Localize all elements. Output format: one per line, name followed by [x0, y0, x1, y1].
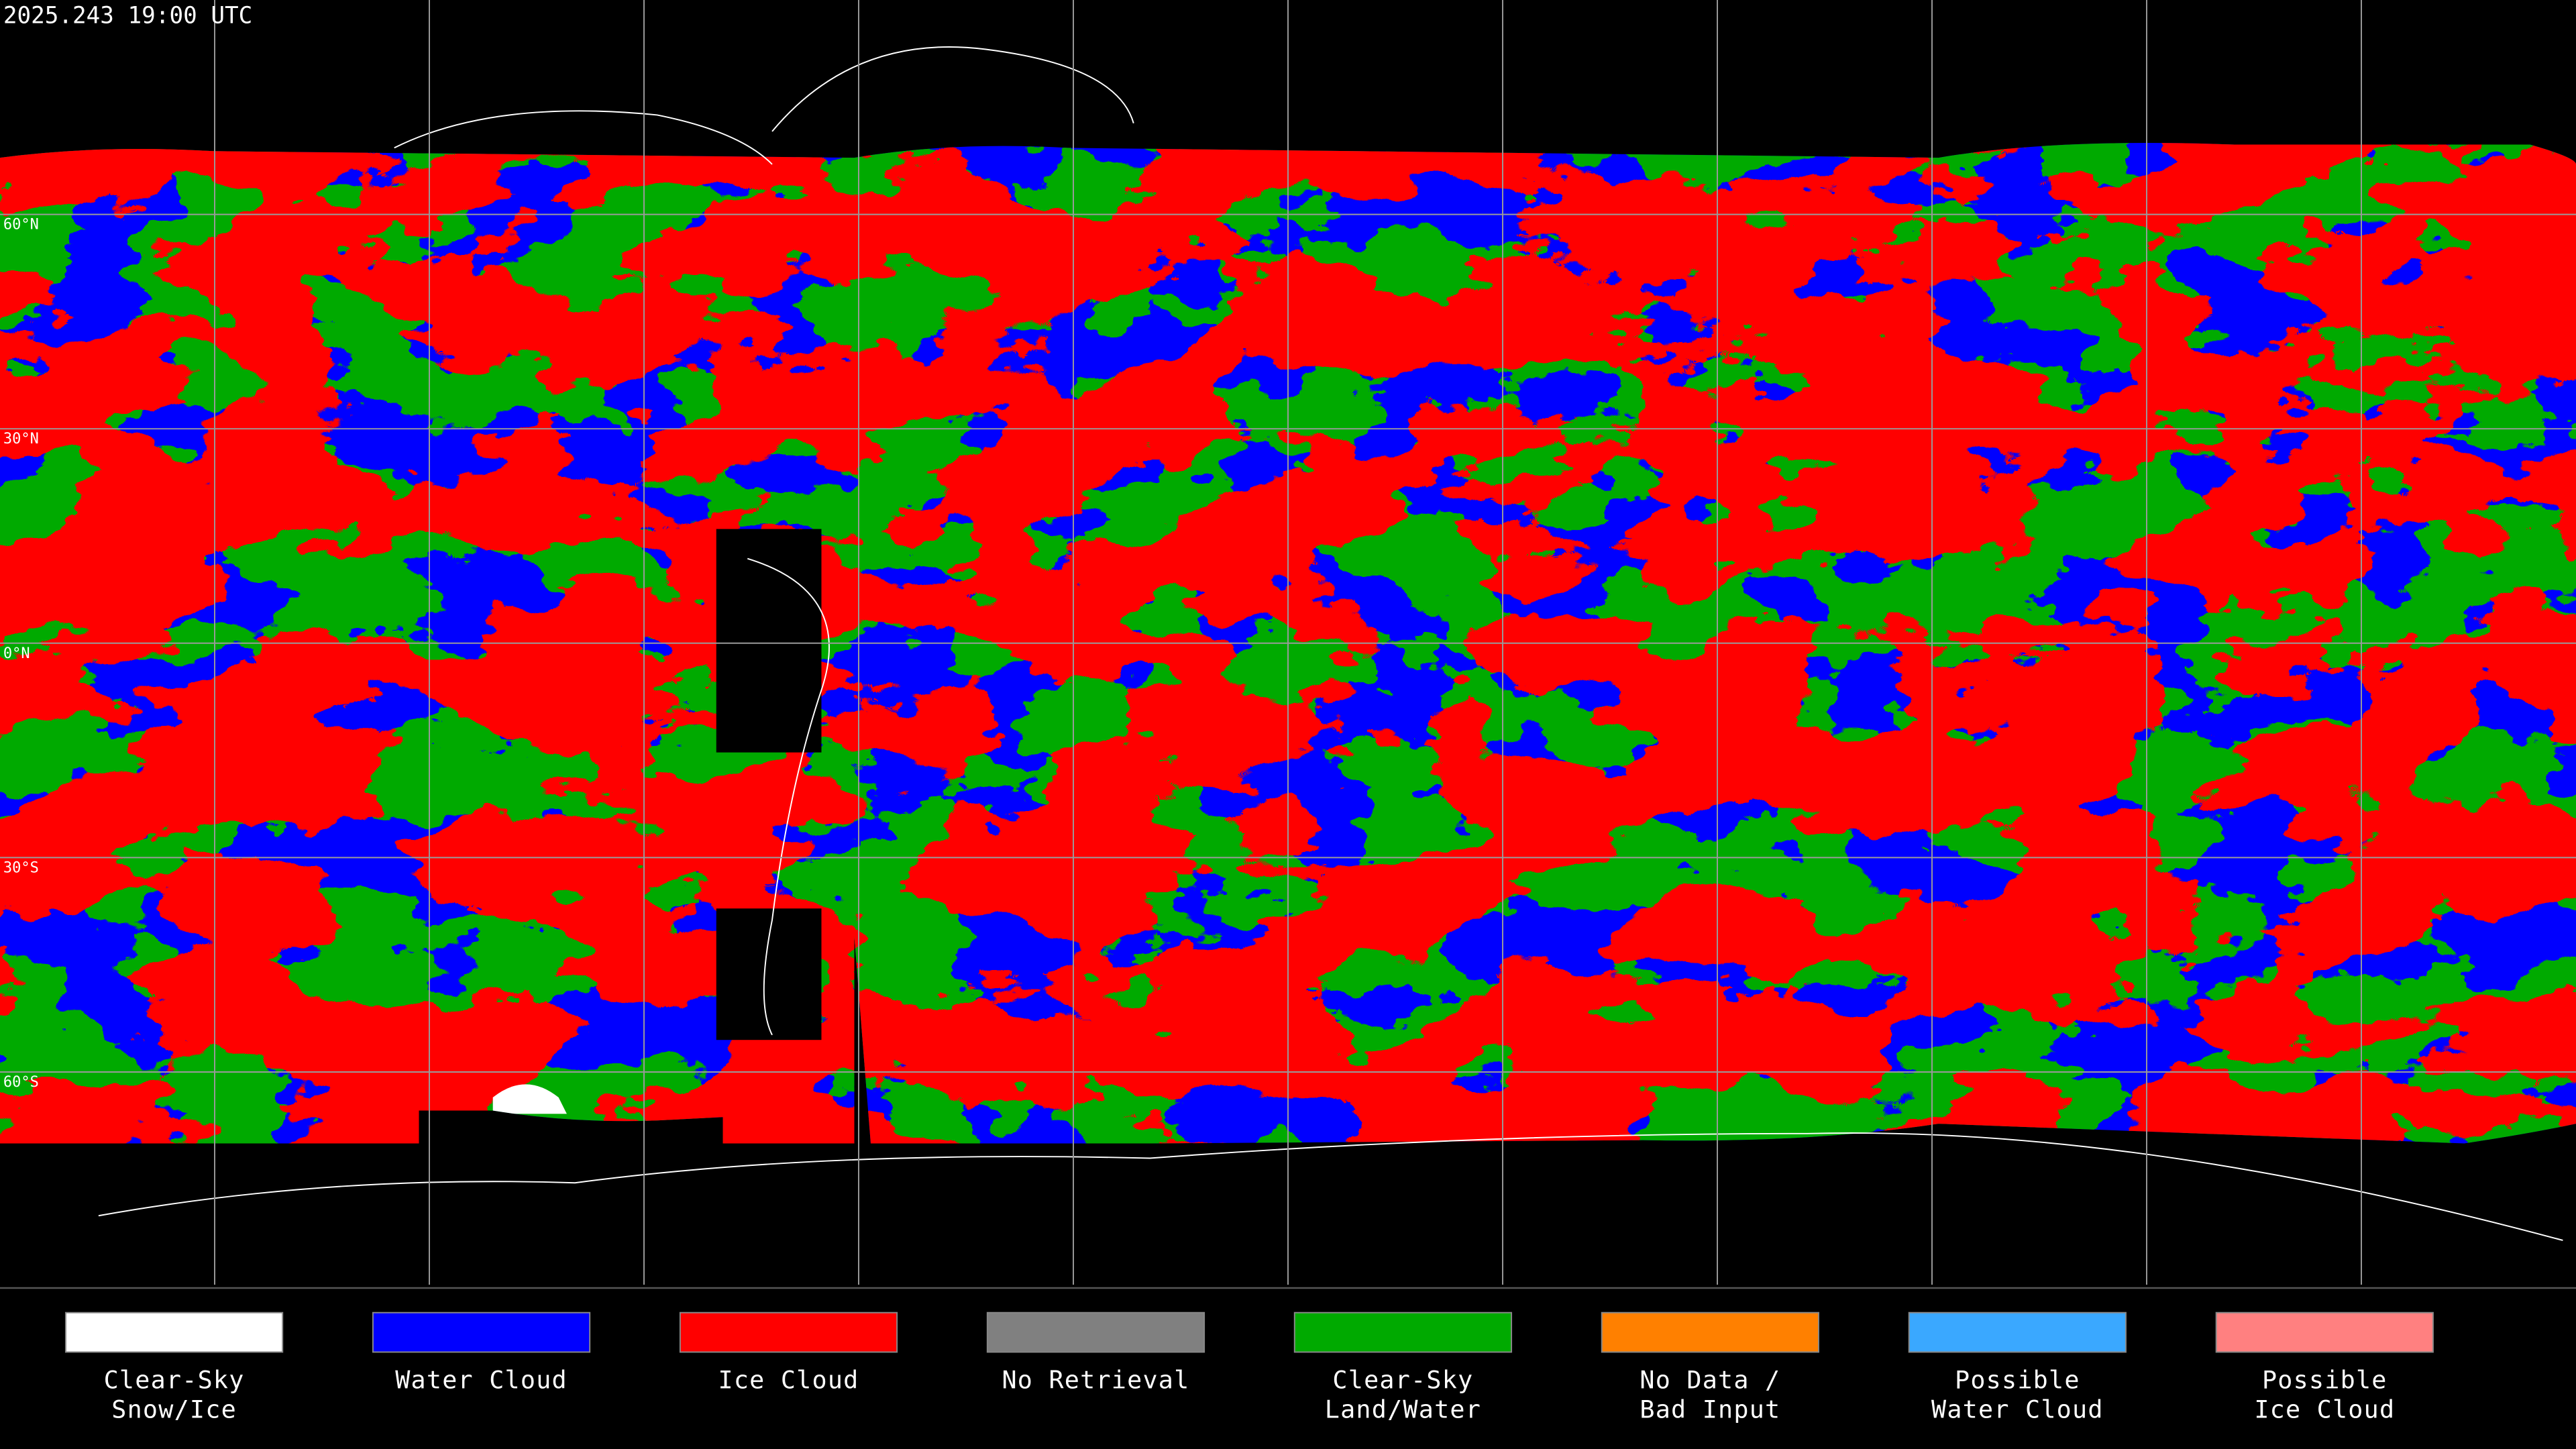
graticule [0, 0, 2576, 1285]
snow-ice-patch [492, 1084, 567, 1114]
legend-swatch [64, 1311, 284, 1353]
coastline-south-america [747, 557, 830, 1036]
legend-label: Clear-Sky [1332, 1365, 1473, 1394]
coastline-greenland [771, 46, 1134, 132]
timestamp: 2025.243 19:00 UTC [3, 2, 252, 29]
legend-label: Water Cloud [395, 1365, 568, 1394]
legend-swatch [986, 1311, 1205, 1353]
lat-label: 60°S [3, 1074, 39, 1091]
legend-label: Possible [1955, 1365, 2080, 1394]
lat-label: 30°N [3, 431, 39, 447]
legend-swatch [1293, 1311, 1513, 1353]
legend-swatch [1908, 1311, 2127, 1353]
legend-swatch [372, 1311, 591, 1353]
latitude-labels: 60°N 30°N 0°N 30°S 60°S [3, 217, 39, 1091]
legend-swatch [679, 1311, 898, 1353]
legend-label: Clear-Sky [104, 1365, 245, 1394]
lat-label: 30°S [3, 859, 39, 876]
legend-swatch [1601, 1311, 1819, 1353]
legend-label: Water Cloud [1931, 1395, 2104, 1424]
legend-label: Possible [2262, 1365, 2387, 1394]
no-coverage-gap [716, 529, 822, 753]
coastlines [98, 46, 2563, 1241]
legend-swatch [2215, 1311, 2434, 1353]
lat-label: 0°N [3, 645, 30, 662]
legend-label: Snow/Ice [111, 1395, 237, 1424]
legend-label: No Data / [1640, 1365, 1780, 1394]
lat-label: 60°N [3, 217, 39, 233]
legend-label: No Retrieval [1002, 1365, 1189, 1394]
legend-label: Ice Cloud [2254, 1395, 2395, 1424]
coastline-arctic [394, 110, 773, 165]
legend-label: Land/Water [1325, 1395, 1481, 1424]
legend-label: Ice Cloud [718, 1365, 859, 1394]
legend-label: Bad Input [1640, 1395, 1780, 1424]
coastline-antarctica [98, 1132, 2563, 1241]
no-coverage-gap [716, 908, 822, 1040]
